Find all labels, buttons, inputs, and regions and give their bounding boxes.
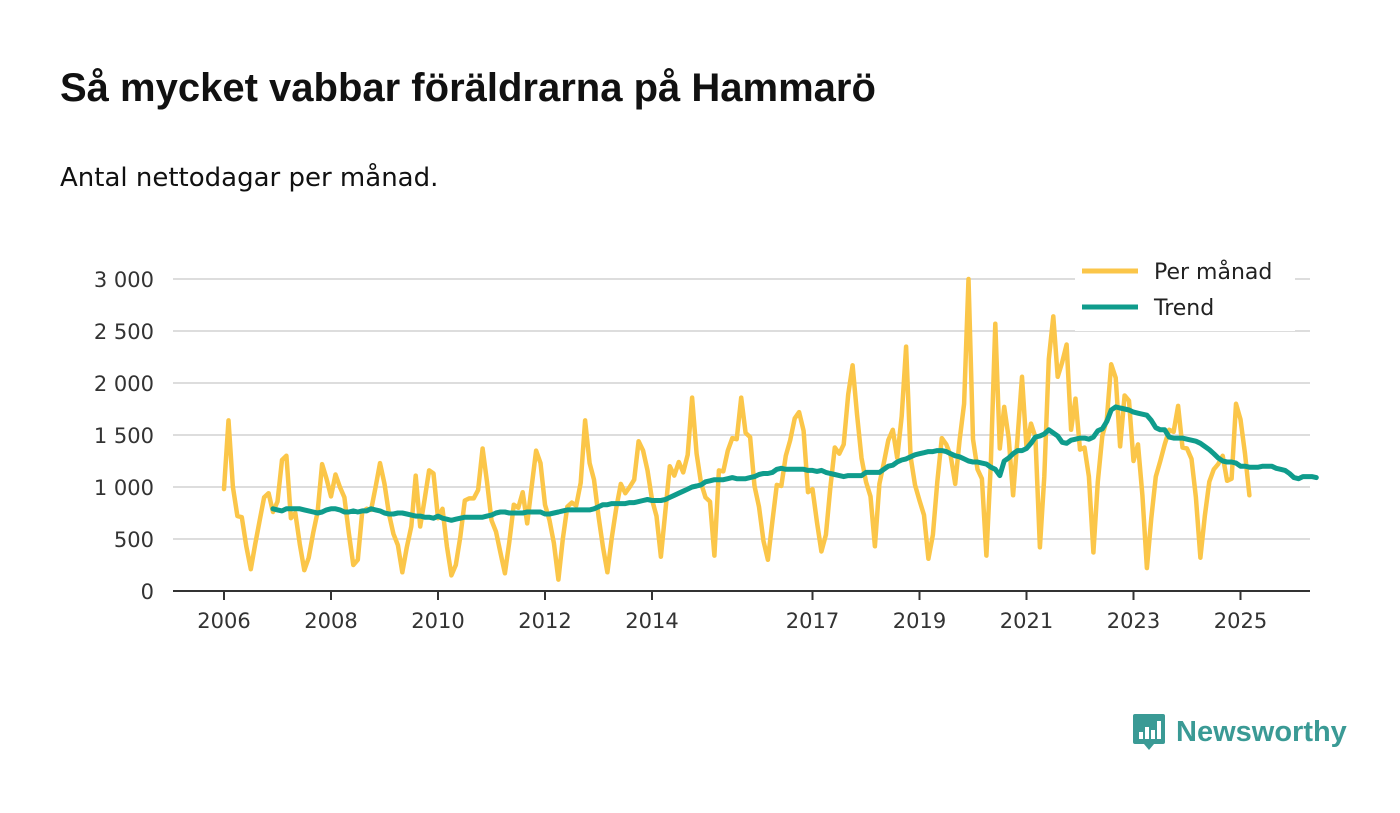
x-tick-label: 2019 bbox=[893, 609, 946, 633]
x-tick-label: 2010 bbox=[411, 609, 464, 633]
y-tick-label: 1 500 bbox=[94, 424, 154, 448]
y-axis-ticks: 0 500 1 000 1 500 2 000 2 500 3 000 bbox=[94, 268, 154, 604]
legend-background bbox=[1075, 253, 1295, 331]
x-tick-label: 2025 bbox=[1214, 609, 1267, 633]
series-line-trend bbox=[270, 404, 1319, 523]
x-tick-label: 2012 bbox=[518, 609, 571, 633]
legend-label-trend: Trend bbox=[1153, 296, 1214, 321]
series-line-per-manad bbox=[221, 276, 1252, 582]
x-tick-label: 2023 bbox=[1107, 609, 1160, 633]
x-axis-ticks: 2006 2008 2010 2012 2014 2017 2019 2021 2023 2025 bbox=[197, 591, 1267, 633]
y-tick-label: 1 000 bbox=[94, 476, 154, 500]
x-tick-label: 2006 bbox=[197, 609, 250, 633]
y-tick-label: 2 500 bbox=[94, 320, 154, 344]
chart-subtitle: Antal nettodagar per månad. bbox=[60, 163, 439, 193]
x-tick-label: 2008 bbox=[304, 609, 357, 633]
y-tick-label: 0 bbox=[141, 580, 154, 604]
brand-name: Newsworthy bbox=[1176, 715, 1347, 748]
legend: Per månad Trend bbox=[1075, 253, 1295, 331]
legend-label-per-manad: Per månad bbox=[1154, 259, 1272, 285]
chart-title: Så mycket vabbar föräldrarna på Hammarö bbox=[60, 66, 876, 110]
series-lines bbox=[221, 276, 1319, 582]
x-tick-label: 2021 bbox=[1000, 609, 1053, 633]
y-tick-label: 500 bbox=[114, 528, 154, 552]
x-tick-label: 2014 bbox=[625, 609, 678, 633]
newsworthy-brand: Newsworthy bbox=[1132, 712, 1347, 752]
x-tick-label: 2017 bbox=[786, 609, 839, 633]
newsworthy-logo-icon bbox=[1133, 714, 1165, 750]
y-tick-label: 2 000 bbox=[94, 372, 154, 396]
y-tick-label: 3 000 bbox=[94, 268, 154, 292]
